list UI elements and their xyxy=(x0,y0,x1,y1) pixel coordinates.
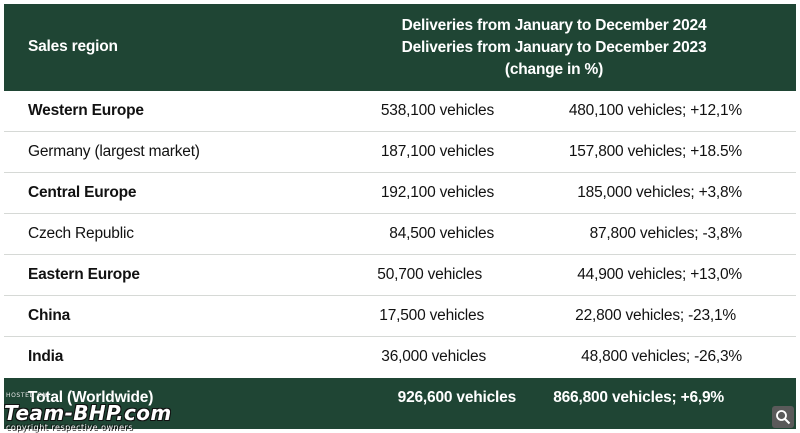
total-row: Total (Worldwide) 926,600 vehicles 866,8… xyxy=(4,378,796,429)
watermark-hosted-label: HOSTED ON: xyxy=(6,392,51,399)
row-deliveries-2024: 192,100 vehicles xyxy=(380,184,494,201)
row-deliveries-2023: 48,800 vehicles; -26,3% xyxy=(581,348,742,365)
header-change-note: (change in %) xyxy=(504,61,604,78)
table-row: Central Europe 192,100 vehicles 185,000 … xyxy=(4,173,796,214)
table-row: Czech Republic 84,500 vehicles 87,800 ve… xyxy=(4,214,796,255)
row-region: India xyxy=(28,348,64,365)
table-row: Germany (largest market) 187,100 vehicle… xyxy=(4,132,796,173)
row-deliveries-2024: 84,500 vehicles xyxy=(389,225,494,242)
table-header: Sales region Deliveries from January to … xyxy=(4,4,796,91)
row-region: Central Europe xyxy=(28,184,137,201)
magnifier-icon xyxy=(776,410,791,425)
row-deliveries-2024: 36,000 vehicles xyxy=(381,348,486,365)
table-row: India 36,000 vehicles 48,800 vehicles; -… xyxy=(4,337,796,377)
row-deliveries-2024: 17,500 vehicles xyxy=(379,307,484,324)
row-region: Western Europe xyxy=(28,102,144,119)
row-deliveries-2024: 187,100 vehicles xyxy=(380,143,494,160)
row-region: China xyxy=(28,307,71,324)
watermark-logo: Team-BHP.com xyxy=(4,401,172,425)
row-deliveries-2023: 480,100 vehicles; +12,1% xyxy=(568,102,742,119)
row-deliveries-2023: 22,800 vehicles; -23,1% xyxy=(575,307,736,324)
header-period-2024: Deliveries from January to December 2024 xyxy=(401,17,707,34)
zoom-button[interactable] xyxy=(772,406,794,428)
row-deliveries-2024: 50,700 vehicles xyxy=(377,266,482,283)
total-deliveries-2023: 866,800 vehicles; +6,9% xyxy=(553,389,724,406)
total-region: Total (Worldwide) xyxy=(28,389,154,406)
header-deliveries-period: Deliveries from January to December 2024… xyxy=(344,15,764,81)
total-deliveries-2024: 926,600 vehicles xyxy=(397,389,517,406)
row-region: Eastern Europe xyxy=(28,266,140,283)
row-region: Germany (largest market) xyxy=(28,143,200,160)
row-deliveries-2023: 44,900 vehicles; +13,0% xyxy=(577,266,742,283)
row-region: Czech Republic xyxy=(28,225,134,242)
table-row: Eastern Europe 50,700 vehicles 44,900 ve… xyxy=(4,255,796,296)
table-row: China 17,500 vehicles 22,800 vehicles; -… xyxy=(4,296,796,337)
deliveries-table: Sales region Deliveries from January to … xyxy=(4,4,796,429)
row-deliveries-2023: 185,000 vehicles; +3,8% xyxy=(577,184,742,201)
header-period-2023: Deliveries from January to December 2023 xyxy=(401,39,707,56)
table-row: Western Europe 538,100 vehicles 480,100 … xyxy=(4,91,796,132)
watermark-copyright: copyright respective owners xyxy=(6,423,133,432)
team-bhp-watermark: HOSTED ON: Team-BHP.com copyright respec… xyxy=(0,390,200,433)
row-deliveries-2024: 538,100 vehicles xyxy=(380,102,494,119)
row-deliveries-2023: 157,800 vehicles; +18.5% xyxy=(568,143,742,160)
row-deliveries-2023: 87,800 vehicles; -3,8% xyxy=(589,225,743,242)
header-sales-region: Sales region xyxy=(28,38,118,55)
